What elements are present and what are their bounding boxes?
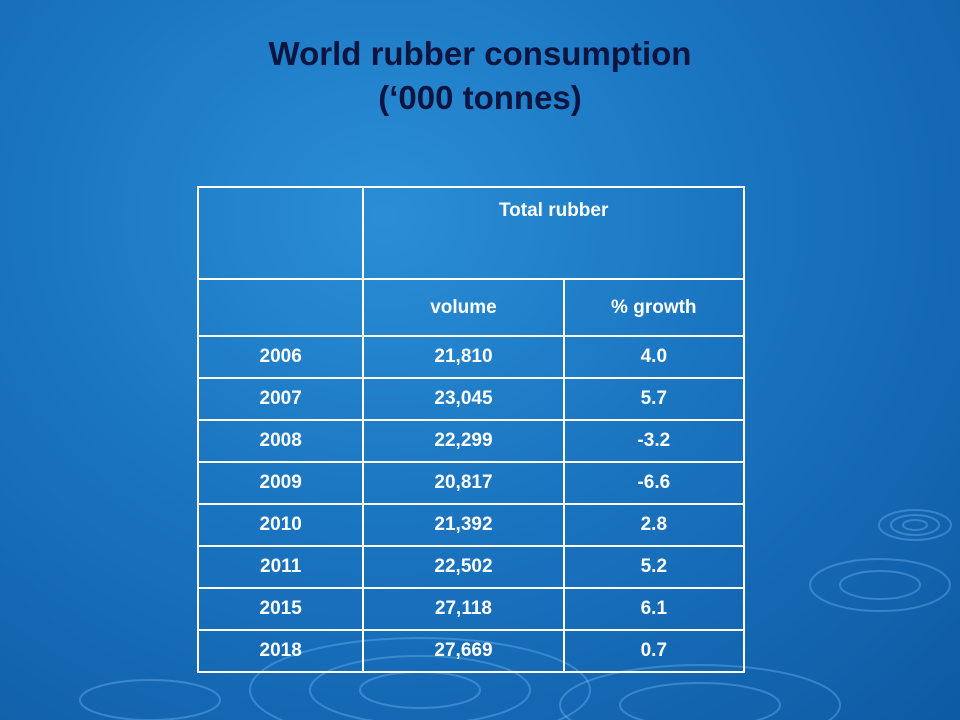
title-line-2: (‘000 tonnes) — [378, 79, 582, 116]
year-cell: 2008 — [196, 419, 365, 463]
volume-cell: 20,817 — [362, 461, 565, 505]
table-row: 2008 22,299 -3.2 — [196, 419, 746, 463]
year-cell: 2015 — [196, 587, 365, 631]
volume-cell: 23,045 — [362, 377, 565, 421]
growth-cell: 2.8 — [562, 503, 746, 547]
year-cell: 2018 — [196, 629, 365, 673]
rubber-consumption-table: Total rubber volume % growth 2006 21,810 4… — [196, 186, 746, 673]
growth-cell: 5.2 — [562, 545, 746, 589]
volume-cell: 27,669 — [362, 629, 565, 673]
year-cell: 2009 — [196, 461, 365, 505]
group-header-total-rubber: Total rubber — [362, 186, 745, 280]
empty-header-cell — [196, 278, 365, 337]
volume-cell: 22,299 — [362, 419, 565, 463]
volume-cell: 27,118 — [362, 587, 565, 631]
year-cell: 2007 — [196, 377, 365, 421]
volume-cell: 22,502 — [362, 545, 565, 589]
growth-cell: -3.2 — [562, 419, 746, 463]
volume-cell: 21,810 — [362, 335, 565, 379]
year-cell: 2010 — [196, 503, 365, 547]
column-header-volume: volume — [362, 278, 565, 337]
table-row: 2006 21,810 4.0 — [196, 335, 746, 379]
growth-cell: 6.1 — [562, 587, 746, 631]
year-cell: 2011 — [196, 545, 365, 589]
table-row: 2007 23,045 5.7 — [196, 377, 746, 421]
table-row: 2011 22,502 5.2 — [196, 545, 746, 589]
column-header-growth: % growth — [562, 278, 746, 337]
table-row: 2018 27,669 0.7 — [196, 629, 746, 673]
table-header-row-group: Total rubber — [196, 186, 745, 280]
growth-cell: -6.6 — [562, 461, 746, 505]
volume-cell: 21,392 — [362, 503, 565, 547]
growth-cell: 0.7 — [562, 629, 746, 673]
table-header-row-columns: volume % growth — [196, 278, 746, 337]
growth-cell: 4.0 — [562, 335, 746, 379]
title-line-1: World rubber consumption — [268, 35, 692, 72]
table-row: 2009 20,817 -6.6 — [196, 461, 746, 505]
table-row: 2010 21,392 2.8 — [196, 503, 746, 547]
year-cell: 2006 — [196, 335, 365, 379]
slide-title: World rubber consumption (‘000 tonnes) — [0, 32, 960, 120]
table-row: 2015 27,118 6.1 — [196, 587, 746, 631]
growth-cell: 5.7 — [562, 377, 746, 421]
empty-header-cell — [196, 186, 365, 280]
